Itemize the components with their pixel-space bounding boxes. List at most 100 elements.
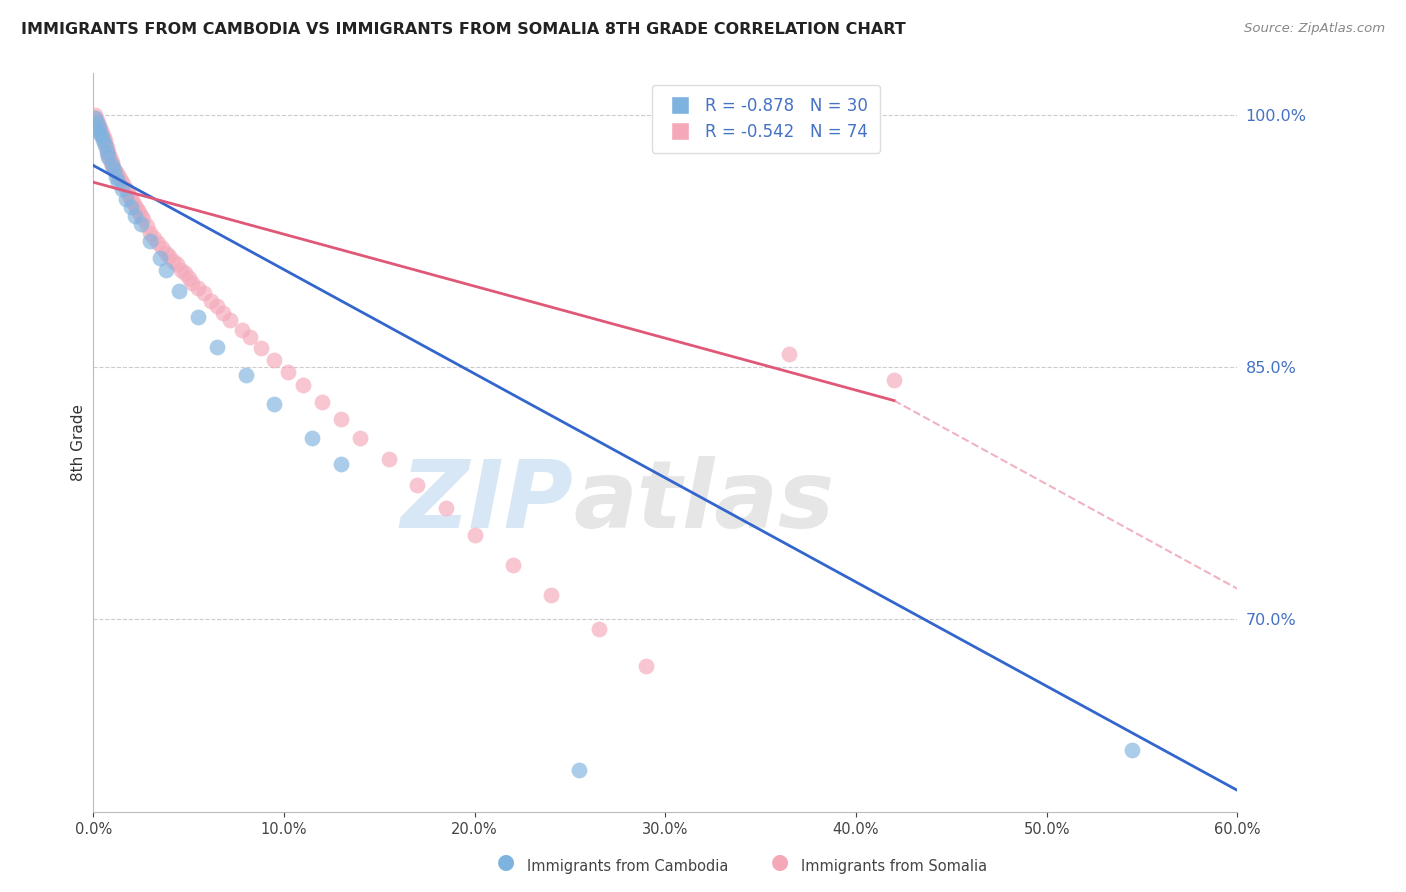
Point: [166, 258, 188, 272]
Point: [170, 262, 193, 277]
Point: [187, 281, 209, 295]
Point: [129, 209, 152, 223]
Point: [167, 285, 190, 299]
Point: [87, 121, 110, 136]
Point: [231, 323, 253, 337]
Point: [93, 133, 115, 147]
Point: [90, 128, 112, 142]
Point: [235, 368, 257, 383]
Point: [120, 200, 142, 214]
Point: [111, 182, 134, 196]
Point: [86, 116, 108, 130]
Point: [98, 153, 121, 168]
Point: [349, 430, 371, 444]
Point: [96, 140, 118, 154]
Point: [84, 108, 107, 122]
Point: [124, 209, 146, 223]
Text: atlas: atlas: [574, 456, 835, 548]
Point: [291, 378, 314, 392]
Point: [205, 300, 228, 314]
Point: [173, 266, 195, 280]
Point: [114, 192, 136, 206]
Point: [588, 823, 610, 838]
Point: [434, 501, 457, 516]
Point: [87, 125, 110, 139]
Point: [128, 205, 150, 219]
Point: [883, 373, 905, 387]
Point: [97, 148, 120, 162]
Point: [84, 112, 107, 126]
Point: [330, 458, 353, 472]
Point: [263, 397, 285, 411]
Point: [107, 175, 129, 189]
Point: [193, 286, 215, 301]
Point: [187, 310, 209, 324]
Y-axis label: 8th Grade: 8th Grade: [72, 404, 86, 481]
Point: [103, 161, 125, 176]
Point: [277, 365, 299, 379]
Point: [406, 477, 429, 491]
Text: Source: ZipAtlas.com: Source: ZipAtlas.com: [1244, 22, 1385, 36]
Point: [90, 127, 112, 141]
Point: [139, 234, 162, 248]
Point: [155, 245, 177, 260]
Point: [98, 150, 121, 164]
Point: [93, 136, 115, 151]
Point: [177, 271, 200, 285]
Point: [105, 165, 128, 179]
Point: [311, 395, 333, 409]
Point: [181, 276, 204, 290]
Point: [502, 558, 524, 573]
Point: [219, 313, 242, 327]
Point: [135, 219, 157, 233]
Point: [101, 155, 124, 169]
Point: [118, 188, 141, 202]
Point: [212, 306, 235, 320]
Point: [778, 346, 800, 360]
Point: [139, 226, 162, 240]
Point: [101, 158, 124, 172]
Point: [105, 170, 128, 185]
Point: [97, 150, 120, 164]
Point: [540, 589, 562, 603]
Point: [108, 171, 131, 186]
Point: [132, 212, 155, 227]
Text: ZIP: ZIP: [401, 456, 574, 548]
Point: [568, 763, 591, 777]
Point: [86, 116, 108, 130]
Point: [1121, 743, 1143, 757]
Point: [129, 217, 152, 231]
Point: [146, 235, 169, 250]
Point: [91, 128, 114, 142]
Point: [114, 182, 136, 196]
Point: [101, 158, 124, 172]
Point: [205, 340, 228, 354]
Text: Immigrants from Cambodia: Immigrants from Cambodia: [527, 859, 728, 874]
Point: [87, 121, 110, 136]
Point: [159, 249, 181, 263]
Text: Immigrants from Somalia: Immigrants from Somalia: [801, 859, 987, 874]
Point: [117, 186, 139, 200]
Point: [91, 133, 114, 147]
Point: [93, 138, 115, 153]
Point: [122, 195, 145, 210]
Point: [155, 262, 177, 277]
Point: [91, 131, 114, 145]
Point: [107, 169, 129, 183]
Point: [301, 430, 323, 444]
Point: [162, 254, 184, 268]
Point: [103, 163, 125, 178]
Point: [250, 342, 273, 356]
Point: [87, 118, 110, 132]
Point: [150, 241, 173, 255]
Point: [97, 145, 120, 159]
Point: [238, 329, 260, 343]
Point: [125, 202, 148, 216]
Point: [588, 622, 610, 636]
Point: [96, 143, 118, 157]
Point: [143, 230, 166, 244]
Text: IMMIGRANTS FROM CAMBODIA VS IMMIGRANTS FROM SOMALIA 8TH GRADE CORRELATION CHART: IMMIGRANTS FROM CAMBODIA VS IMMIGRANTS F…: [21, 22, 905, 37]
Point: [96, 145, 118, 159]
Text: ●: ●: [772, 853, 789, 872]
Point: [90, 123, 112, 137]
